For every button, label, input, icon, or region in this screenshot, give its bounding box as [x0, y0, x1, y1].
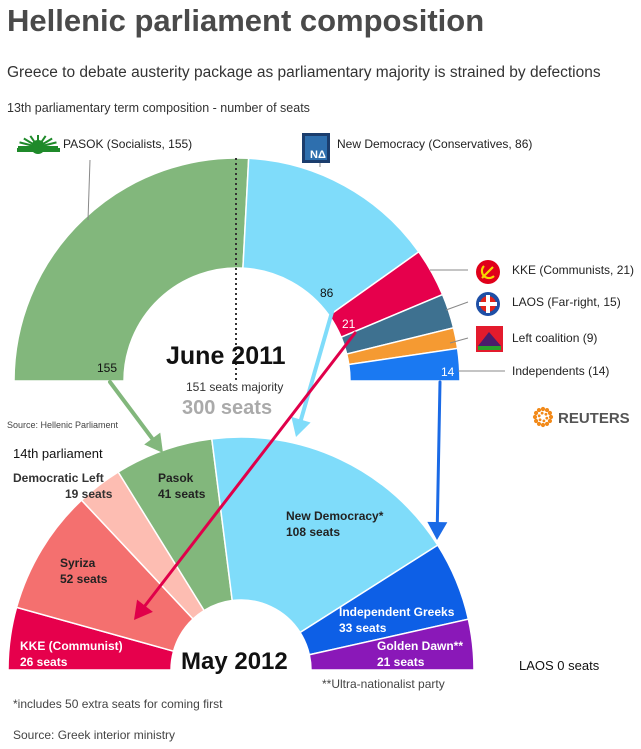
pasok-party-icon: [17, 133, 60, 157]
value-label-nd: 86: [320, 286, 334, 300]
leader-line-left: [449, 337, 469, 344]
slice-seats-kke: 26 seats: [20, 655, 68, 669]
value-label-ind: 14: [441, 365, 455, 379]
slice-name-indgreeks: Independent Greeks: [339, 605, 455, 619]
slice-seats-golden: 21 seats: [377, 655, 425, 669]
svg-text:NΔ: NΔ: [310, 149, 326, 161]
laos-party-icon: [476, 292, 500, 316]
slice-pasok: [13, 157, 250, 382]
page-title: Hellenic parliament composition: [7, 3, 485, 38]
reuters-dots-icon: [532, 406, 554, 428]
slice-name-golden: Golden Dawn**: [377, 639, 463, 653]
chart-2012: KKE (Communist) 26 seats Syriza 52 seats Dem…: [7, 436, 475, 671]
slice-seats-dimar: 19 seats: [65, 487, 113, 501]
kke-party-icon: [476, 260, 500, 284]
majority-label: 151 seats majority: [186, 380, 283, 394]
slice-nd: [210, 436, 439, 634]
arrow-pasok: [108, 380, 163, 453]
slice-name-pasok: Pasok: [158, 471, 194, 485]
source-top: Source: Hellenic Parliament: [7, 420, 119, 430]
term14-label: 14th parliament: [13, 446, 103, 461]
value-label-kke: 21: [342, 317, 356, 331]
leader-line-pasok: [87, 159, 91, 221]
slice-name-dimar: Democratic Left: [13, 471, 104, 485]
slice-seats-syriza: 52 seats: [60, 572, 108, 586]
footnote-ultranationalist: **Ultra-nationalist party: [322, 677, 445, 691]
arrow-new-democracy: [291, 310, 334, 437]
nd-party-icon: NΔ: [302, 133, 330, 163]
slice-name-nd: New Democracy*: [286, 509, 384, 523]
slice-golden: [308, 618, 475, 671]
legend-left: Left coalition (9): [512, 331, 597, 345]
reuters-logo-text: REUTERS: [558, 410, 630, 427]
leader-line-laos: [445, 301, 469, 311]
left-party-icon: [476, 326, 503, 352]
flow-arrows: [108, 310, 448, 620]
total-seats-label: 300 seats: [182, 397, 272, 419]
value-label-pasok: 155: [97, 361, 117, 375]
legend-laos: LAOS (Far-right, 15): [512, 295, 621, 309]
legend-nd: New Democracy (Conservatives, 86): [337, 137, 532, 151]
arrow-independents: [427, 380, 448, 540]
legend-kke: KKE (Communists, 21): [512, 263, 634, 277]
legend-pasok: PASOK (Socialists, 155): [63, 137, 192, 151]
slice-ind: [347, 347, 461, 382]
term13-label: 13th parliamentary term composition - nu…: [7, 101, 310, 115]
page-subtitle: Greece to debate austerity package as pa…: [7, 64, 601, 81]
chart-2011-title: June 2011: [166, 342, 286, 370]
footnote-extra-seats: *includes 50 extra seats for coming firs…: [13, 697, 223, 711]
arrow-kke: [134, 331, 357, 620]
chart-2012-title: May 2012: [181, 648, 288, 675]
slice-seats-nd: 108 seats: [286, 525, 340, 539]
source-bottom: Source: Greek interior ministry: [13, 728, 175, 742]
laos-zero-label: LAOS 0 seats: [519, 658, 600, 673]
legend-ind: Independents (14): [512, 364, 609, 378]
slice-seats-indgreeks: 33 seats: [339, 621, 387, 635]
slice-nd: [242, 157, 420, 317]
slice-seats-pasok: 41 seats: [158, 487, 206, 501]
legend-2011: PASOK (Socialists, 155) NΔ New Democracy (…: [17, 133, 634, 378]
slice-name-kke: KKE (Communist): [20, 639, 123, 653]
slice-name-syriza: Syriza: [60, 556, 96, 570]
reuters-logo: REUTERS: [532, 406, 630, 428]
